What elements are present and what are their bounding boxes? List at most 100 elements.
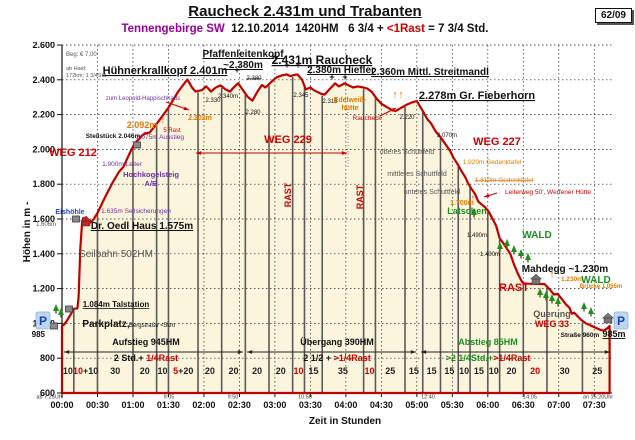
section-label: Aufstieg 945HM bbox=[112, 337, 180, 347]
annotation-label: 1.920m Gedenktafel bbox=[463, 159, 522, 166]
annotation-label: 1.084m Talstation bbox=[83, 300, 150, 309]
annotation-label: 1.900m Leiter bbox=[102, 161, 143, 168]
x-tick-label: 05:30 bbox=[441, 400, 464, 410]
clock-label: 14:05 bbox=[523, 395, 537, 401]
annotation-label: Edelweiß- bbox=[334, 97, 367, 104]
tree-icon bbox=[581, 302, 587, 312]
section: Abstieg 85HM >2 1/4Std.+>1/4Rast bbox=[421, 337, 610, 363]
annotation-label: Pfaffenleitenkopf bbox=[202, 49, 284, 60]
y-tick-label: 2.400 bbox=[32, 75, 55, 85]
segment-minutes: 15 bbox=[444, 366, 454, 376]
clock-label: 9:05 bbox=[164, 395, 175, 401]
annotation-label: 985m bbox=[602, 329, 625, 339]
x-tick-label: 02:30 bbox=[228, 400, 251, 410]
tree-icon bbox=[518, 249, 524, 259]
annotation-label: 2.278m Gr. Fieberhorn bbox=[419, 90, 535, 102]
arrowhead bbox=[390, 108, 396, 112]
chart-label: P bbox=[617, 314, 625, 328]
annotation-label: WALD bbox=[522, 230, 551, 241]
annotation-label: 2.070m bbox=[437, 133, 457, 139]
section: Übergang 390HM 2 1/2 + >1/4Rast bbox=[247, 337, 416, 363]
annotation-label: Raucheck bbox=[353, 115, 383, 122]
x-tick-label: 06:30 bbox=[512, 400, 535, 410]
segment-minutes: 10 bbox=[294, 366, 304, 376]
y-tick-label: 2.600 bbox=[32, 42, 55, 50]
annotation-label: 2.315 bbox=[322, 99, 338, 105]
segment-minutes: 30 bbox=[560, 366, 570, 376]
x-tick-label: 02:00 bbox=[192, 400, 215, 410]
annotation-label: 1.635m Seilsicherungen bbox=[101, 208, 171, 215]
chart-label: ↑ bbox=[392, 89, 398, 101]
annotation-label: 2.380m Hiefler bbox=[307, 65, 375, 76]
segment-minutes: 10 bbox=[489, 366, 499, 376]
annotation-label: 5 Rast bbox=[163, 128, 181, 134]
y-tick-label: 2.000 bbox=[32, 144, 55, 154]
map-icons: P P+ +++ +↑↑↑↑ ↑ bbox=[35, 60, 629, 330]
subtitle-part: Tennengebirge SW bbox=[121, 23, 225, 35]
building-icon bbox=[601, 312, 615, 324]
summit-cross-icon: + bbox=[342, 72, 347, 82]
arrowhead bbox=[604, 350, 610, 354]
segment-minutes: 20 bbox=[205, 366, 215, 376]
tree-icon bbox=[525, 253, 531, 263]
section-label: 2 1/2 + >1/4Rast bbox=[303, 353, 371, 363]
annotation-label: Eishöhle bbox=[55, 209, 84, 216]
annotation-label: Parkplatz, bbox=[82, 319, 129, 330]
section-label: Übergang 390HM bbox=[300, 337, 374, 347]
double-up-arrow-icon: ↑ ↑ bbox=[392, 89, 404, 101]
annotation-label: 2.220 bbox=[399, 115, 415, 121]
annotation-label: 2.075m Ausstieg bbox=[136, 134, 184, 141]
annotation-label: 2.380 bbox=[246, 76, 262, 82]
y-tick-label: 1.800 bbox=[32, 179, 55, 189]
summit-cross-icon: + bbox=[284, 60, 289, 70]
annotation-label: hütte bbox=[341, 105, 358, 112]
segment-minutes: 10 bbox=[365, 366, 375, 376]
route-arrows bbox=[165, 101, 498, 198]
segment-minutes: 25 bbox=[592, 366, 602, 376]
annotation-label: 2.202m bbox=[188, 115, 212, 122]
annotation-label: 172km; 1 3/4Std. bbox=[66, 73, 108, 79]
annotation-label: Mahdegg ~1.230m bbox=[522, 264, 609, 275]
segment-minutes: 10 bbox=[459, 366, 469, 376]
x-tick-label: 04:00 bbox=[334, 400, 357, 410]
segment-minutes: 25 bbox=[385, 366, 395, 376]
waypoint-marker bbox=[50, 322, 58, 330]
annotation-label: Dr. Oedl Haus 1.575m bbox=[91, 221, 193, 232]
tree-icon bbox=[543, 291, 549, 301]
waypoint-marker bbox=[72, 215, 80, 223]
segment-minutes: 20 bbox=[140, 366, 150, 376]
annotation-label: ab Haid: bbox=[66, 66, 87, 72]
annotation-label: WEG 229 bbox=[264, 134, 312, 146]
waypoint-marker bbox=[65, 305, 73, 313]
x-tick-label: 07:00 bbox=[547, 400, 570, 410]
up-arrow-icon: ↑ bbox=[470, 193, 476, 205]
tree-icon bbox=[549, 294, 555, 304]
x-tick-label: 05:00 bbox=[405, 400, 428, 410]
y-tick-label: 1.200 bbox=[32, 284, 55, 294]
segment-minutes: 20 bbox=[252, 366, 262, 376]
arrowhead bbox=[183, 106, 189, 111]
arrowhead bbox=[341, 151, 347, 155]
segment-minutes: 15 bbox=[427, 366, 437, 376]
annotation-label: Brücke 1.055m bbox=[580, 284, 622, 290]
tree-icon bbox=[53, 304, 59, 314]
annotation-label: 1.400m bbox=[480, 252, 500, 258]
y-tick-label: 1.400 bbox=[32, 249, 55, 259]
y-tick-label: 800 bbox=[40, 353, 55, 363]
x-tick-label: 01:30 bbox=[157, 400, 180, 410]
y-tick-label: 2.200 bbox=[32, 110, 55, 120]
segment-minutes: 5+20 bbox=[173, 366, 193, 376]
annotation-label: Querung bbox=[533, 309, 571, 319]
segment-minutes: 35 bbox=[338, 366, 348, 376]
summit-cross-icon: + bbox=[234, 65, 239, 75]
building-icon bbox=[529, 273, 543, 285]
annotation-label: Seilbahn 502HM bbox=[79, 249, 153, 260]
annotation-label: 1.810m Gedenktafel bbox=[475, 177, 534, 184]
annotation-label: RAST bbox=[283, 182, 293, 207]
x-tick-label: 07:30 bbox=[583, 400, 606, 410]
clock-label: an 15:20Uhr bbox=[583, 395, 613, 401]
annotation-label: 2.340m bbox=[218, 94, 238, 100]
y-extra-label: 985 bbox=[32, 330, 46, 339]
hut-icon bbox=[79, 215, 93, 227]
segment-lines bbox=[73, 76, 584, 393]
